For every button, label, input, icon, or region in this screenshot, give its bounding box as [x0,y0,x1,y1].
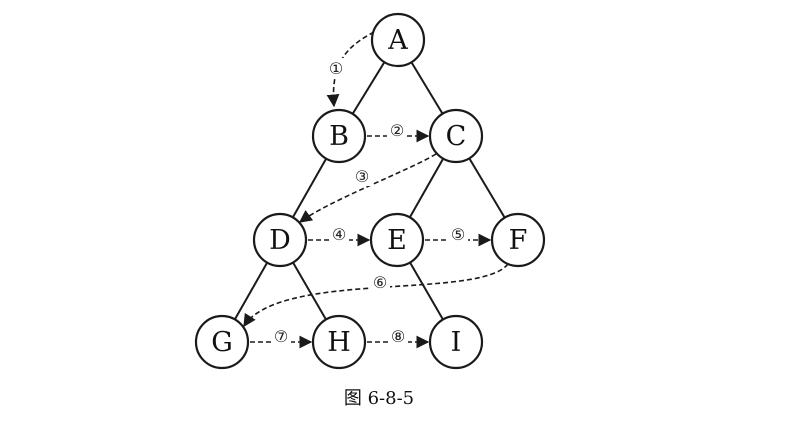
node-circle [490,212,546,268]
node-label: C [446,121,467,152]
node-circle [311,314,367,370]
edge-a-c [410,61,444,115]
node-label: E [387,225,407,256]
step-label-background [387,120,407,140]
node-a: A [370,12,426,68]
node-g: G [194,314,250,370]
edge-e-i [409,262,444,320]
step-label-3: ③ [355,167,369,186]
step-label-5: ⑤ [451,225,465,244]
edge-c-f [468,157,506,219]
step-label-2: ② [390,121,404,140]
step-label-1: ① [329,59,343,78]
step-label-background [271,326,291,346]
node-circle [311,108,367,164]
step-label-8: ⑧ [391,327,405,346]
step-label-7: ⑦ [274,327,288,346]
step-label-background [448,224,468,244]
edge-b-d [291,158,328,218]
tree-nodes: A B C D E F G H I [194,12,546,370]
node-label: B [329,121,349,152]
traversal-arrow-f-g [243,263,509,328]
step-label-6: ⑥ [373,273,387,292]
node-h: H [311,314,367,370]
figure-caption: 图 6-8-5 [344,388,414,409]
node-circle [194,314,250,370]
step-label-background [326,58,346,78]
step-label-background [388,326,408,346]
node-circle [428,108,484,164]
step-label-background [370,272,390,292]
edge-c-e [408,158,445,218]
node-b: B [311,108,367,164]
node-label: F [509,225,528,256]
traversal-arrow-c-d [298,153,437,223]
node-circle [370,12,426,68]
traversal-arrows: ① ② ③ ④ ⑤ ⑥ ⑦ ⑧ [243,31,509,349]
node-e: E [369,212,425,268]
edge-d-g [233,262,269,320]
node-label: A [387,25,408,56]
node-circle [428,314,484,370]
node-c: C [428,108,484,164]
node-label: D [269,225,291,256]
edge-d-h [292,262,327,320]
node-label: G [211,327,233,358]
step-label-background [329,224,349,244]
node-label: I [451,327,462,358]
tree-edges [233,61,506,320]
node-d: D [252,212,308,268]
step-label-4: ④ [332,225,346,244]
step-label-background [352,166,372,186]
node-label: H [327,327,351,358]
edge-a-b [351,61,386,115]
node-circle [369,212,425,268]
node-f: F [490,212,546,268]
node-i: I [428,314,484,370]
node-circle [252,212,308,268]
